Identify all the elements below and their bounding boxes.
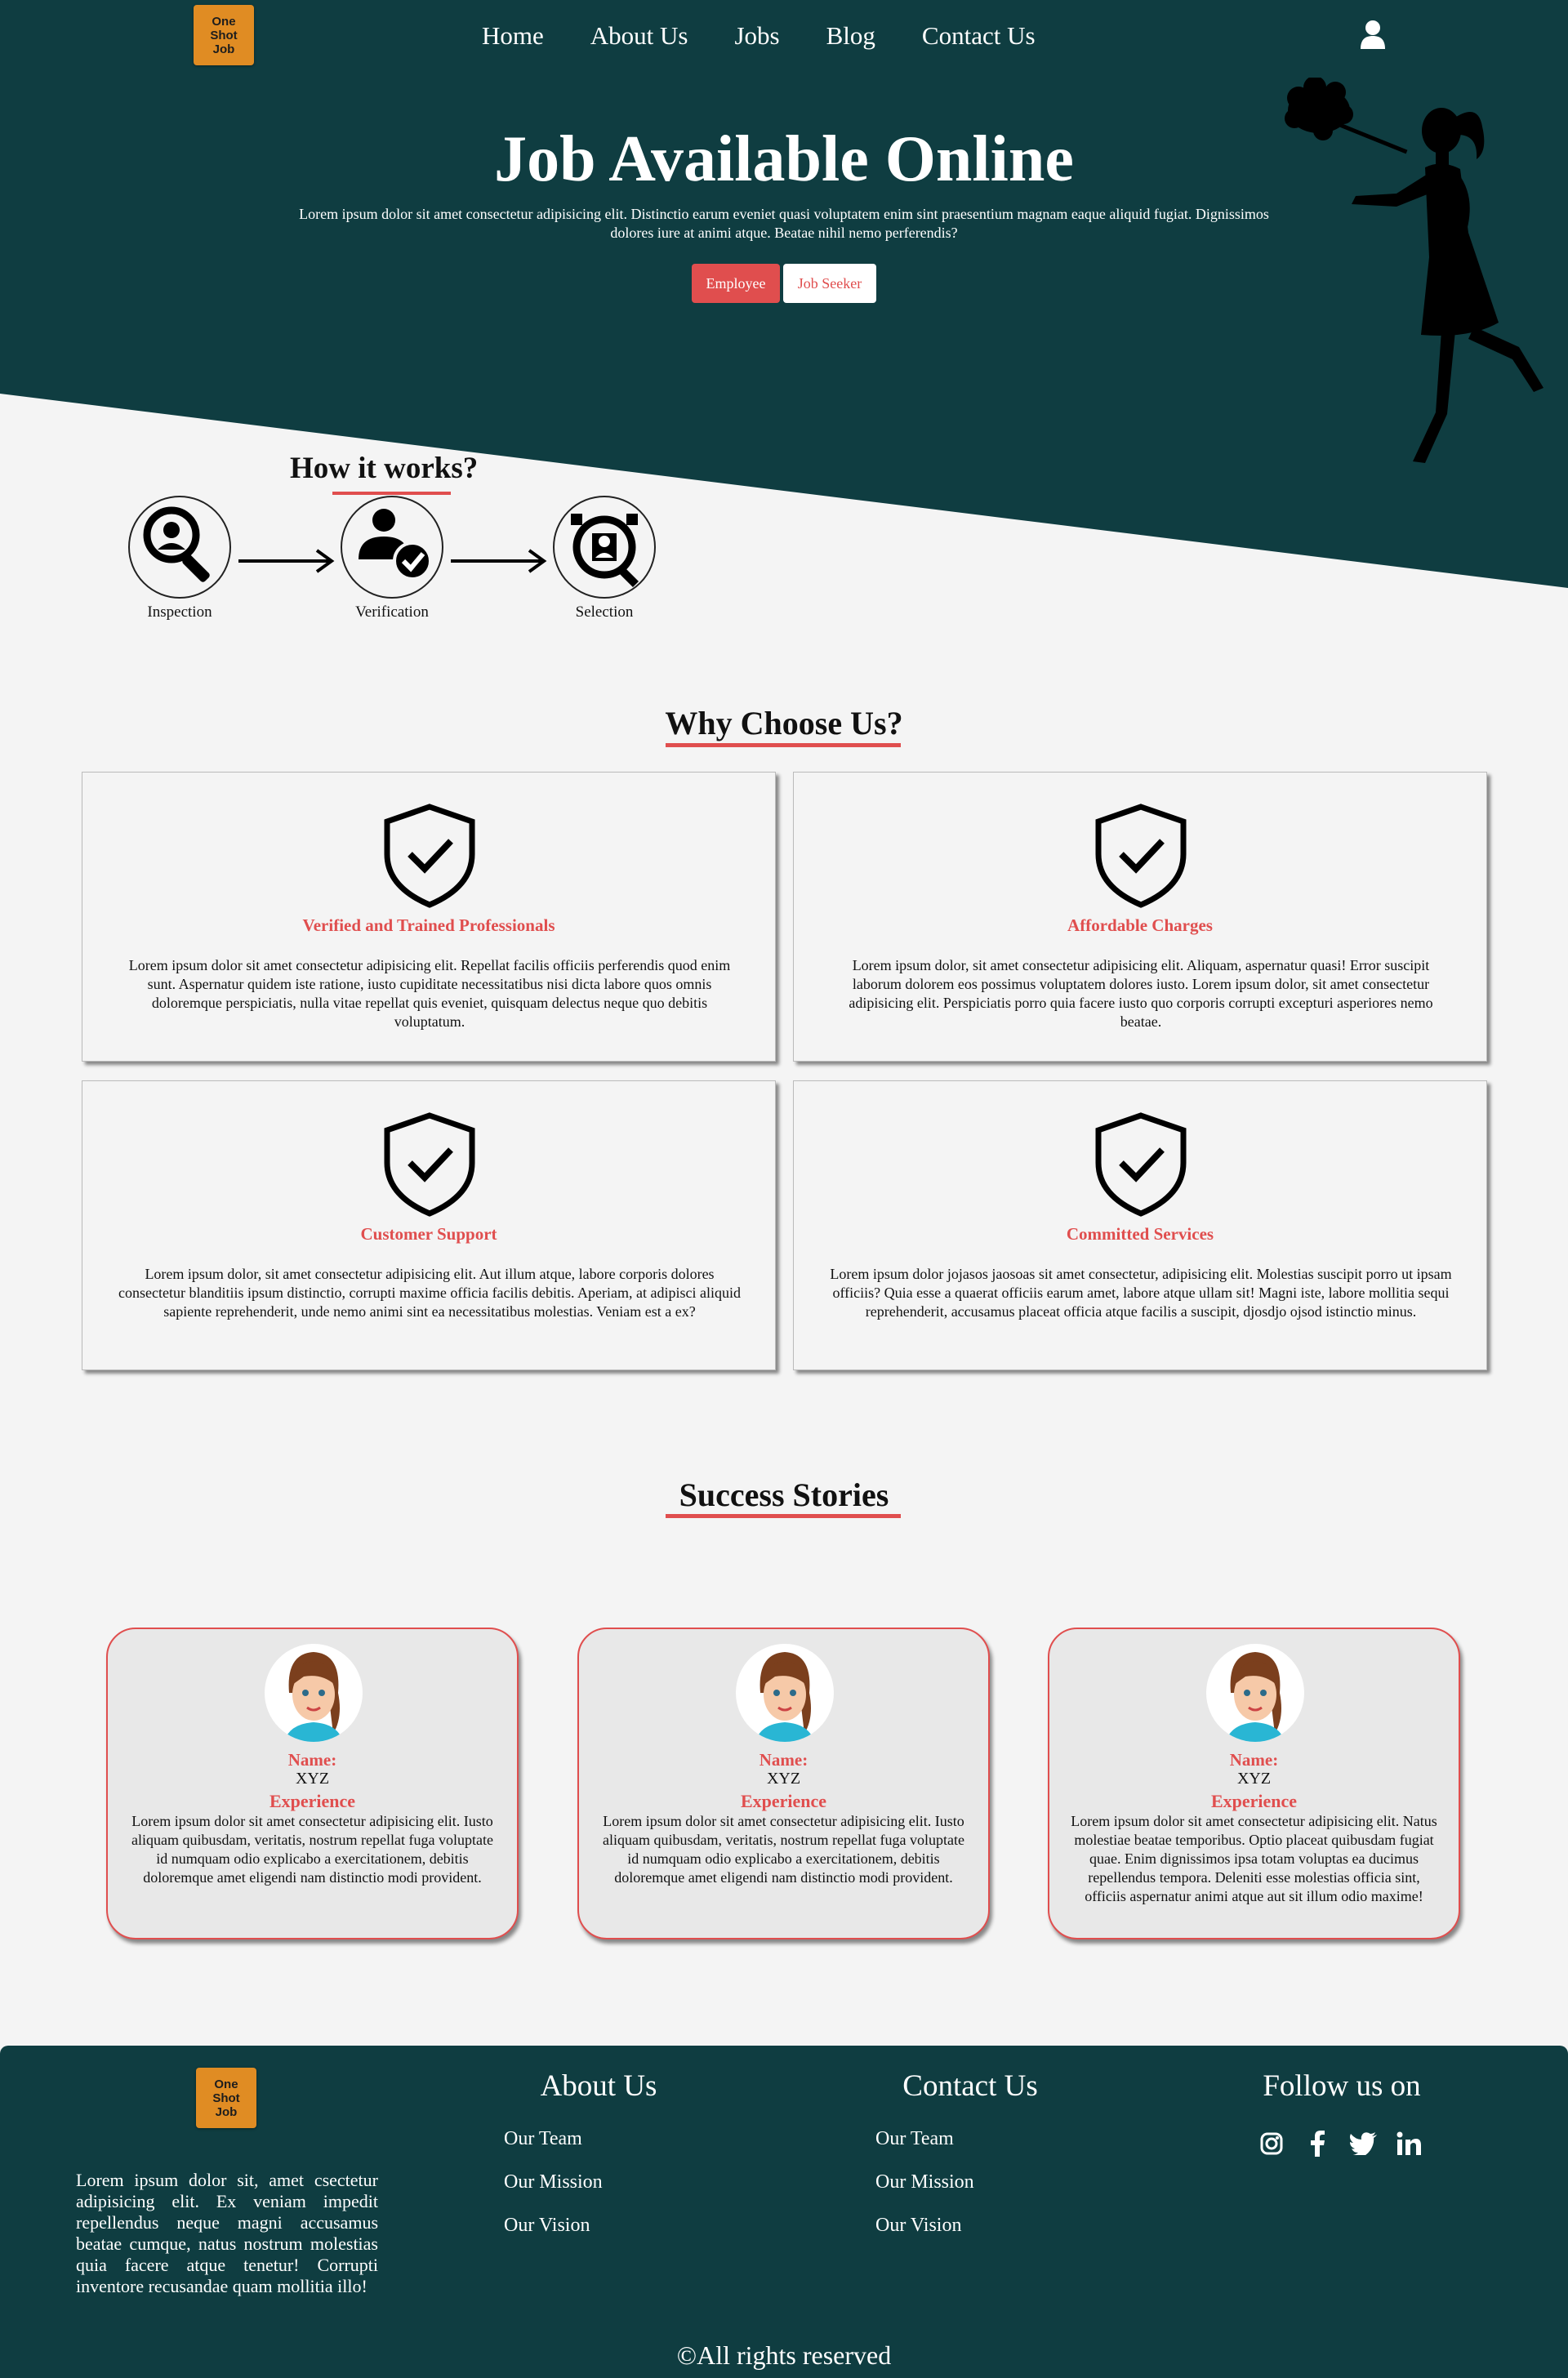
main-nav: Home About Us Jobs Blog Contact Us bbox=[482, 21, 1082, 51]
hero-description: Lorem ipsum dolor sit amet consectetur a… bbox=[299, 206, 1269, 241]
footer-about-our-mission[interactable]: Our Mission bbox=[504, 2171, 603, 2193]
arrow-right-icon bbox=[238, 549, 335, 573]
avatar bbox=[736, 1644, 834, 1742]
footer-logo[interactable]: One Shot Job bbox=[196, 2068, 256, 2128]
header-logo[interactable]: One Shot Job bbox=[194, 5, 254, 65]
story-card: Name: XYZ Experience Lorem ipsum dolor s… bbox=[106, 1628, 519, 1939]
story-name: XYZ bbox=[295, 1770, 330, 1788]
how-it-works-underline bbox=[332, 492, 451, 495]
employee-button[interactable]: Employee bbox=[692, 264, 780, 303]
shield-check-icon bbox=[1095, 1112, 1187, 1217]
job-seeker-button[interactable]: Job Seeker bbox=[783, 264, 876, 303]
step-selection: Selection bbox=[551, 496, 657, 621]
shield-check-icon bbox=[1095, 804, 1187, 908]
feature-title: Committed Services bbox=[1066, 1224, 1214, 1244]
success-stories-underline bbox=[666, 1514, 901, 1518]
step-label: Verification bbox=[355, 603, 429, 621]
story-name: XYZ bbox=[766, 1770, 801, 1788]
story-text: Lorem ipsum dolor sit amet consectetur a… bbox=[1071, 1813, 1437, 1904]
nav-contact-us[interactable]: Contact Us bbox=[921, 21, 1036, 50]
hero-title: Job Available Online bbox=[494, 123, 1074, 195]
step-label: Inspection bbox=[147, 603, 212, 621]
why-choose-title: Why Choose Us? bbox=[665, 705, 903, 741]
shield-check-icon bbox=[384, 1112, 475, 1217]
hero-buttons: Employee Job Seeker bbox=[0, 264, 1568, 303]
avatar bbox=[1206, 1644, 1304, 1742]
nav-home[interactable]: Home bbox=[482, 21, 544, 50]
story-experience-label: Experience bbox=[740, 1791, 827, 1811]
linkedin-icon[interactable] bbox=[1395, 2130, 1423, 2158]
instagram-icon[interactable] bbox=[1258, 2130, 1285, 2158]
feature-title: Affordable Charges bbox=[1067, 915, 1213, 935]
footer-contact-our-team[interactable]: Our Team bbox=[875, 2128, 954, 2149]
twitter-icon[interactable] bbox=[1349, 2130, 1377, 2158]
footer-contact-our-vision[interactable]: Our Vision bbox=[875, 2215, 962, 2236]
feature-text: Lorem ipsum dolor jojasos jaosoas sit am… bbox=[830, 1266, 1452, 1320]
story-text: Lorem ipsum dolor sit amet consectetur a… bbox=[603, 1813, 964, 1886]
footer-about-our-vision[interactable]: Our Vision bbox=[504, 2215, 590, 2236]
footer-description: Lorem ipsum dolor sit, amet csectetur ad… bbox=[76, 2170, 378, 2296]
why-choose-underline bbox=[666, 743, 901, 747]
feature-card: Customer Support Lorem ipsum dolor, sit … bbox=[82, 1080, 776, 1370]
story-name-label: Name: bbox=[1229, 1750, 1279, 1770]
story-name: XYZ bbox=[1236, 1770, 1272, 1788]
feature-card: Committed Services Lorem ipsum dolor joj… bbox=[793, 1080, 1487, 1370]
cleaning-lady-silhouette bbox=[1285, 78, 1544, 463]
footer-contact-our-mission[interactable]: Our Mission bbox=[875, 2171, 974, 2193]
feature-text: Lorem ipsum dolor, sit amet consectetur … bbox=[118, 1266, 741, 1320]
feature-title: Customer Support bbox=[360, 1224, 497, 1244]
user-icon[interactable] bbox=[1361, 20, 1385, 49]
social-links bbox=[1258, 2130, 1423, 2158]
story-name-label: Name: bbox=[287, 1750, 337, 1770]
story-experience-label: Experience bbox=[269, 1791, 356, 1811]
nav-jobs[interactable]: Jobs bbox=[734, 21, 780, 50]
feature-text: Lorem ipsum dolor sit amet consectetur a… bbox=[128, 957, 731, 1030]
footer: One Shot Job Lorem ipsum dolor sit, amet… bbox=[0, 2046, 1568, 2378]
footer-contact-title: Contact Us bbox=[902, 2069, 1038, 2103]
arrow-right-icon bbox=[451, 549, 547, 573]
how-it-works-title: How it works? bbox=[290, 452, 479, 485]
nav-blog[interactable]: Blog bbox=[826, 21, 875, 50]
inspection-icon bbox=[128, 496, 231, 599]
shield-check-icon bbox=[384, 804, 475, 908]
story-card: Name: XYZ Experience Lorem ipsum dolor s… bbox=[1048, 1628, 1460, 1939]
story-card: Name: XYZ Experience Lorem ipsum dolor s… bbox=[577, 1628, 990, 1939]
feature-title: Verified and Trained Professionals bbox=[302, 915, 555, 935]
nav-about-us[interactable]: About Us bbox=[590, 21, 688, 50]
story-name-label: Name: bbox=[759, 1750, 808, 1770]
step-label: Selection bbox=[575, 603, 634, 621]
story-experience-label: Experience bbox=[1210, 1791, 1298, 1811]
footer-about-our-team[interactable]: Our Team bbox=[504, 2128, 582, 2149]
verification-icon bbox=[341, 496, 443, 599]
feature-card: Verified and Trained Professionals Lorem… bbox=[82, 772, 776, 1062]
step-inspection: Inspection bbox=[127, 496, 233, 621]
feature-text: Lorem ipsum dolor, sit amet consectetur … bbox=[849, 957, 1433, 1030]
avatar bbox=[265, 1644, 363, 1742]
footer-about-title: About Us bbox=[540, 2069, 657, 2103]
facebook-icon[interactable] bbox=[1303, 2130, 1331, 2158]
selection-icon bbox=[553, 496, 656, 599]
success-stories-title: Success Stories bbox=[679, 1476, 889, 1513]
copyright-text: ©All rights reserved bbox=[676, 2340, 892, 2370]
step-verification: Verification bbox=[339, 496, 445, 621]
feature-card: Affordable Charges Lorem ipsum dolor, si… bbox=[793, 772, 1487, 1062]
story-text: Lorem ipsum dolor sit amet consectetur a… bbox=[131, 1813, 493, 1886]
footer-follow-title: Follow us on bbox=[1263, 2069, 1421, 2103]
